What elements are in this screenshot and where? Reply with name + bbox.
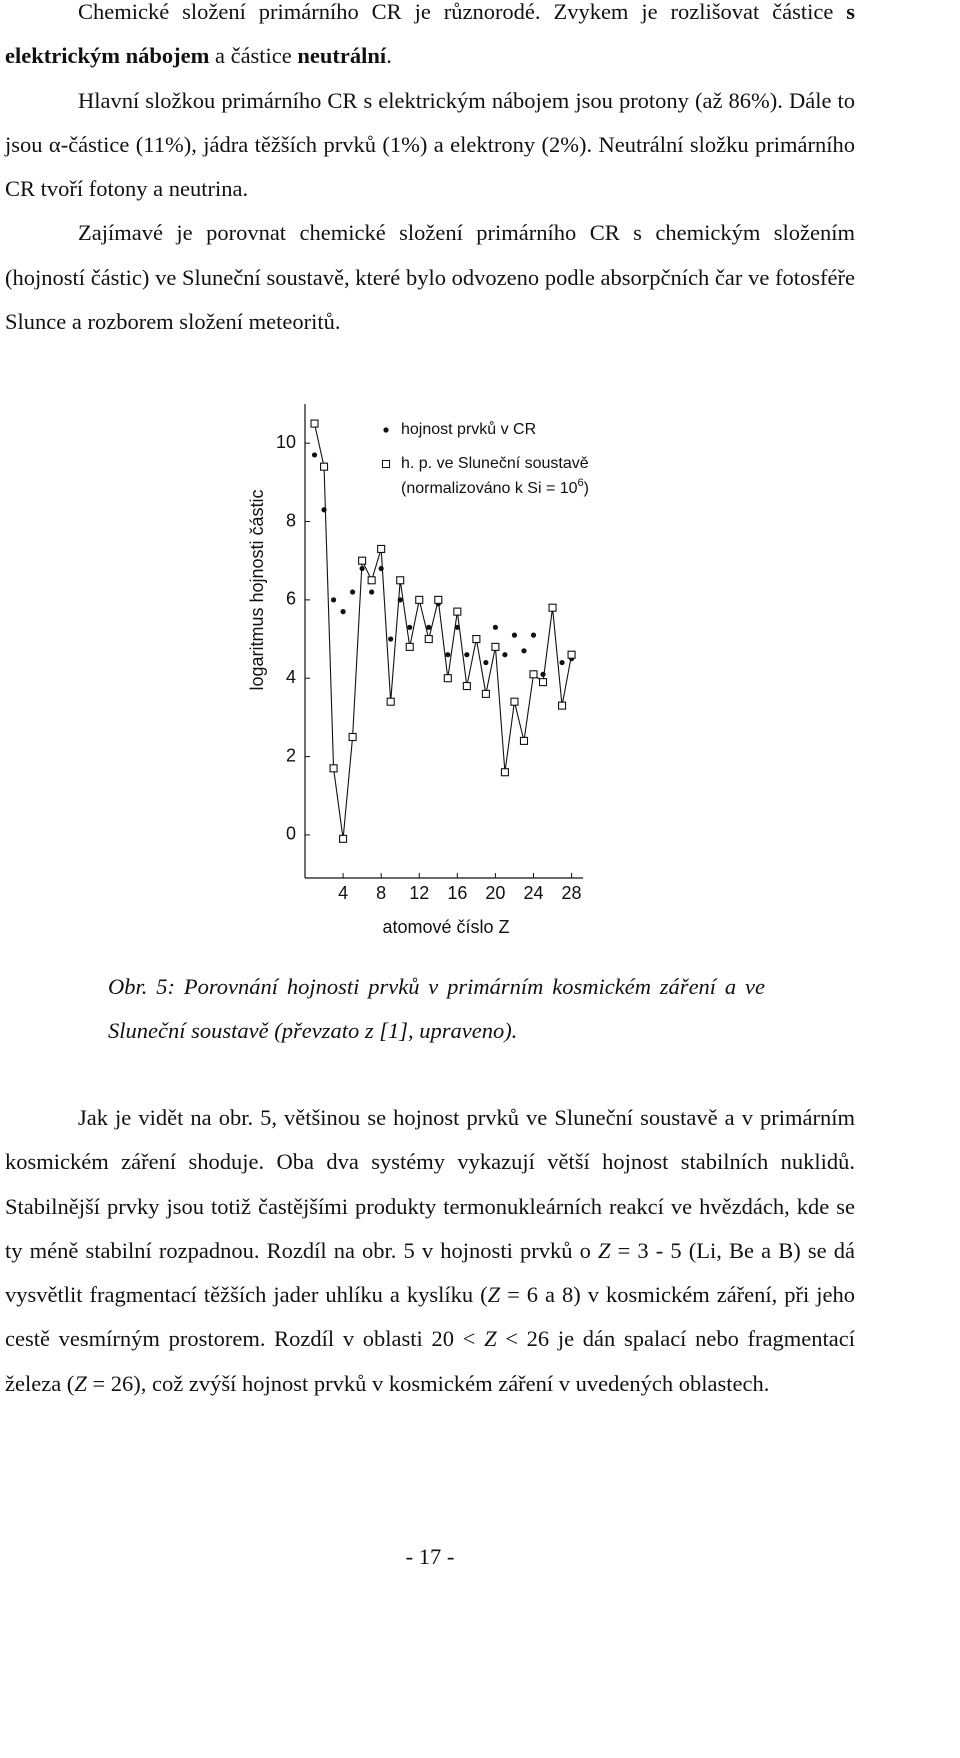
paragraph: Zajímavé je porovnat chemické složení pr…: [5, 211, 855, 344]
data-point: [567, 650, 576, 659]
x-tick-label: 8: [376, 883, 386, 903]
data-point: [350, 589, 356, 595]
caption-text: Porovnání hojnosti prvků v primárním kos…: [108, 974, 765, 1043]
x-tick-label: 28: [562, 883, 582, 903]
text-run: Chemické složení primárního CR je různor…: [78, 0, 847, 24]
data-point: [340, 609, 346, 615]
text-run: neutrální: [297, 43, 387, 69]
text-run: = 26), což zvýší hojnost prvků v kosmick…: [86, 1370, 770, 1396]
data-point: [310, 419, 319, 428]
text-run: = 3 - 5 (Li, Be a B) se dá vysvětlit fra…: [5, 1237, 855, 1308]
data-point: [415, 595, 424, 604]
text-after: Jak je vidět na obr. 5, většinou se hojn…: [5, 1096, 855, 1406]
data-point: [559, 659, 565, 666]
data-point: [407, 624, 413, 630]
data-point: [319, 462, 329, 471]
page-number: - 17 -: [405, 1544, 455, 1569]
text-run: = 6 a 8) v kosmickém záření, při jeho ce…: [5, 1282, 856, 1352]
figure-caption: Obr. 5: Porovnání hojnosti prvků v primá…: [108, 965, 765, 1053]
legend-note-end: ): [584, 480, 589, 497]
data-point: [502, 652, 508, 658]
paragraph: Hlavní složkou primárního CR s elektrick…: [5, 79, 855, 212]
data-point: [483, 659, 489, 666]
data-point: [396, 576, 405, 585]
x-tick-label: 24: [523, 883, 543, 903]
data-point: [481, 689, 490, 698]
y-tick-label: 10: [276, 432, 296, 452]
data-point: [339, 834, 348, 843]
series-line: [313, 423, 573, 839]
data-point: [500, 768, 509, 777]
text-run: a částice: [209, 43, 298, 69]
legend-label: hojnost prvků v CR: [401, 420, 536, 438]
data-point: [529, 670, 538, 679]
data-point: [464, 652, 470, 658]
data-point: [443, 674, 452, 683]
data-point: [405, 642, 414, 651]
y-tick-label: 8: [286, 510, 296, 530]
data-point: [491, 642, 500, 651]
text-run: < 26 je dán spalací nebo fragmentací žel…: [5, 1326, 855, 1396]
data-point: [348, 732, 357, 742]
data-point: [386, 697, 395, 706]
legend-note: (normalizováno k Si = 106): [401, 477, 589, 497]
data-point: [367, 576, 376, 585]
data-point: [548, 603, 557, 612]
data-point: [558, 701, 567, 710]
caption-label: Obr. 5:: [108, 974, 175, 999]
data-point: [329, 764, 338, 773]
paragraph: Jak je vidět na obr. 5, většinou se hojn…: [5, 1096, 855, 1406]
x-tick-label: 20: [485, 883, 505, 903]
legend-note-text: (normalizováno k Si = 10: [401, 480, 578, 497]
text-run: Z: [597, 1237, 611, 1263]
text-run: Jak je vidět na obr. 5, většinou se hojn…: [5, 1105, 855, 1263]
y-tick-label: 6: [286, 589, 296, 609]
data-point: [388, 636, 394, 642]
data-point: [540, 671, 546, 677]
data-point: [453, 607, 462, 616]
text-run: Z: [484, 1326, 497, 1352]
data-point: [530, 632, 537, 638]
data-point: [426, 624, 432, 630]
text-run: s elektrickým nábojem: [5, 0, 855, 69]
data-point: [330, 597, 337, 603]
data-point: [510, 697, 519, 706]
data-point: [519, 736, 529, 745]
data-point: [311, 452, 318, 458]
legend-note-exponent: 6: [578, 477, 584, 489]
data-point: [377, 544, 386, 553]
legend-marker: [382, 460, 390, 468]
text-run: Z: [487, 1282, 501, 1308]
x-tick-label: 12: [409, 883, 429, 903]
data-point: [445, 652, 451, 658]
x-tick-label: 16: [447, 883, 467, 903]
data-point: [492, 624, 499, 630]
text-before: Chemické složení primárního CR je různor…: [5, 0, 855, 344]
data-point: [472, 634, 481, 644]
y-tick-label: 2: [286, 745, 296, 765]
data-point: [434, 595, 443, 604]
data-point: [358, 556, 367, 565]
data-point: [462, 681, 471, 691]
legend-label: h. p. ve Sluneční soustavě: [401, 455, 589, 472]
data-point: [521, 648, 527, 654]
text-run: .: [386, 43, 392, 69]
data-point: [511, 632, 518, 638]
x-axis-title: atomové číslo Z: [382, 917, 509, 937]
data-point: [424, 634, 433, 644]
data-point: [369, 589, 375, 595]
text-run: Hlavní složkou primárního CR s elektrick…: [5, 87, 855, 202]
text-run: Zajímavé je porovnat chemické složení pr…: [5, 220, 855, 335]
text-run: Z: [74, 1370, 87, 1396]
paragraph: Chemické složení primárního CR je různor…: [5, 0, 855, 79]
x-tick-label: 4: [338, 883, 348, 903]
legend-marker: [383, 427, 389, 433]
y-tick-label: 0: [286, 824, 296, 844]
data-point: [538, 678, 548, 687]
y-tick-label: 4: [286, 667, 296, 687]
y-axis-title: logaritmus hojnosti částic: [247, 489, 267, 690]
